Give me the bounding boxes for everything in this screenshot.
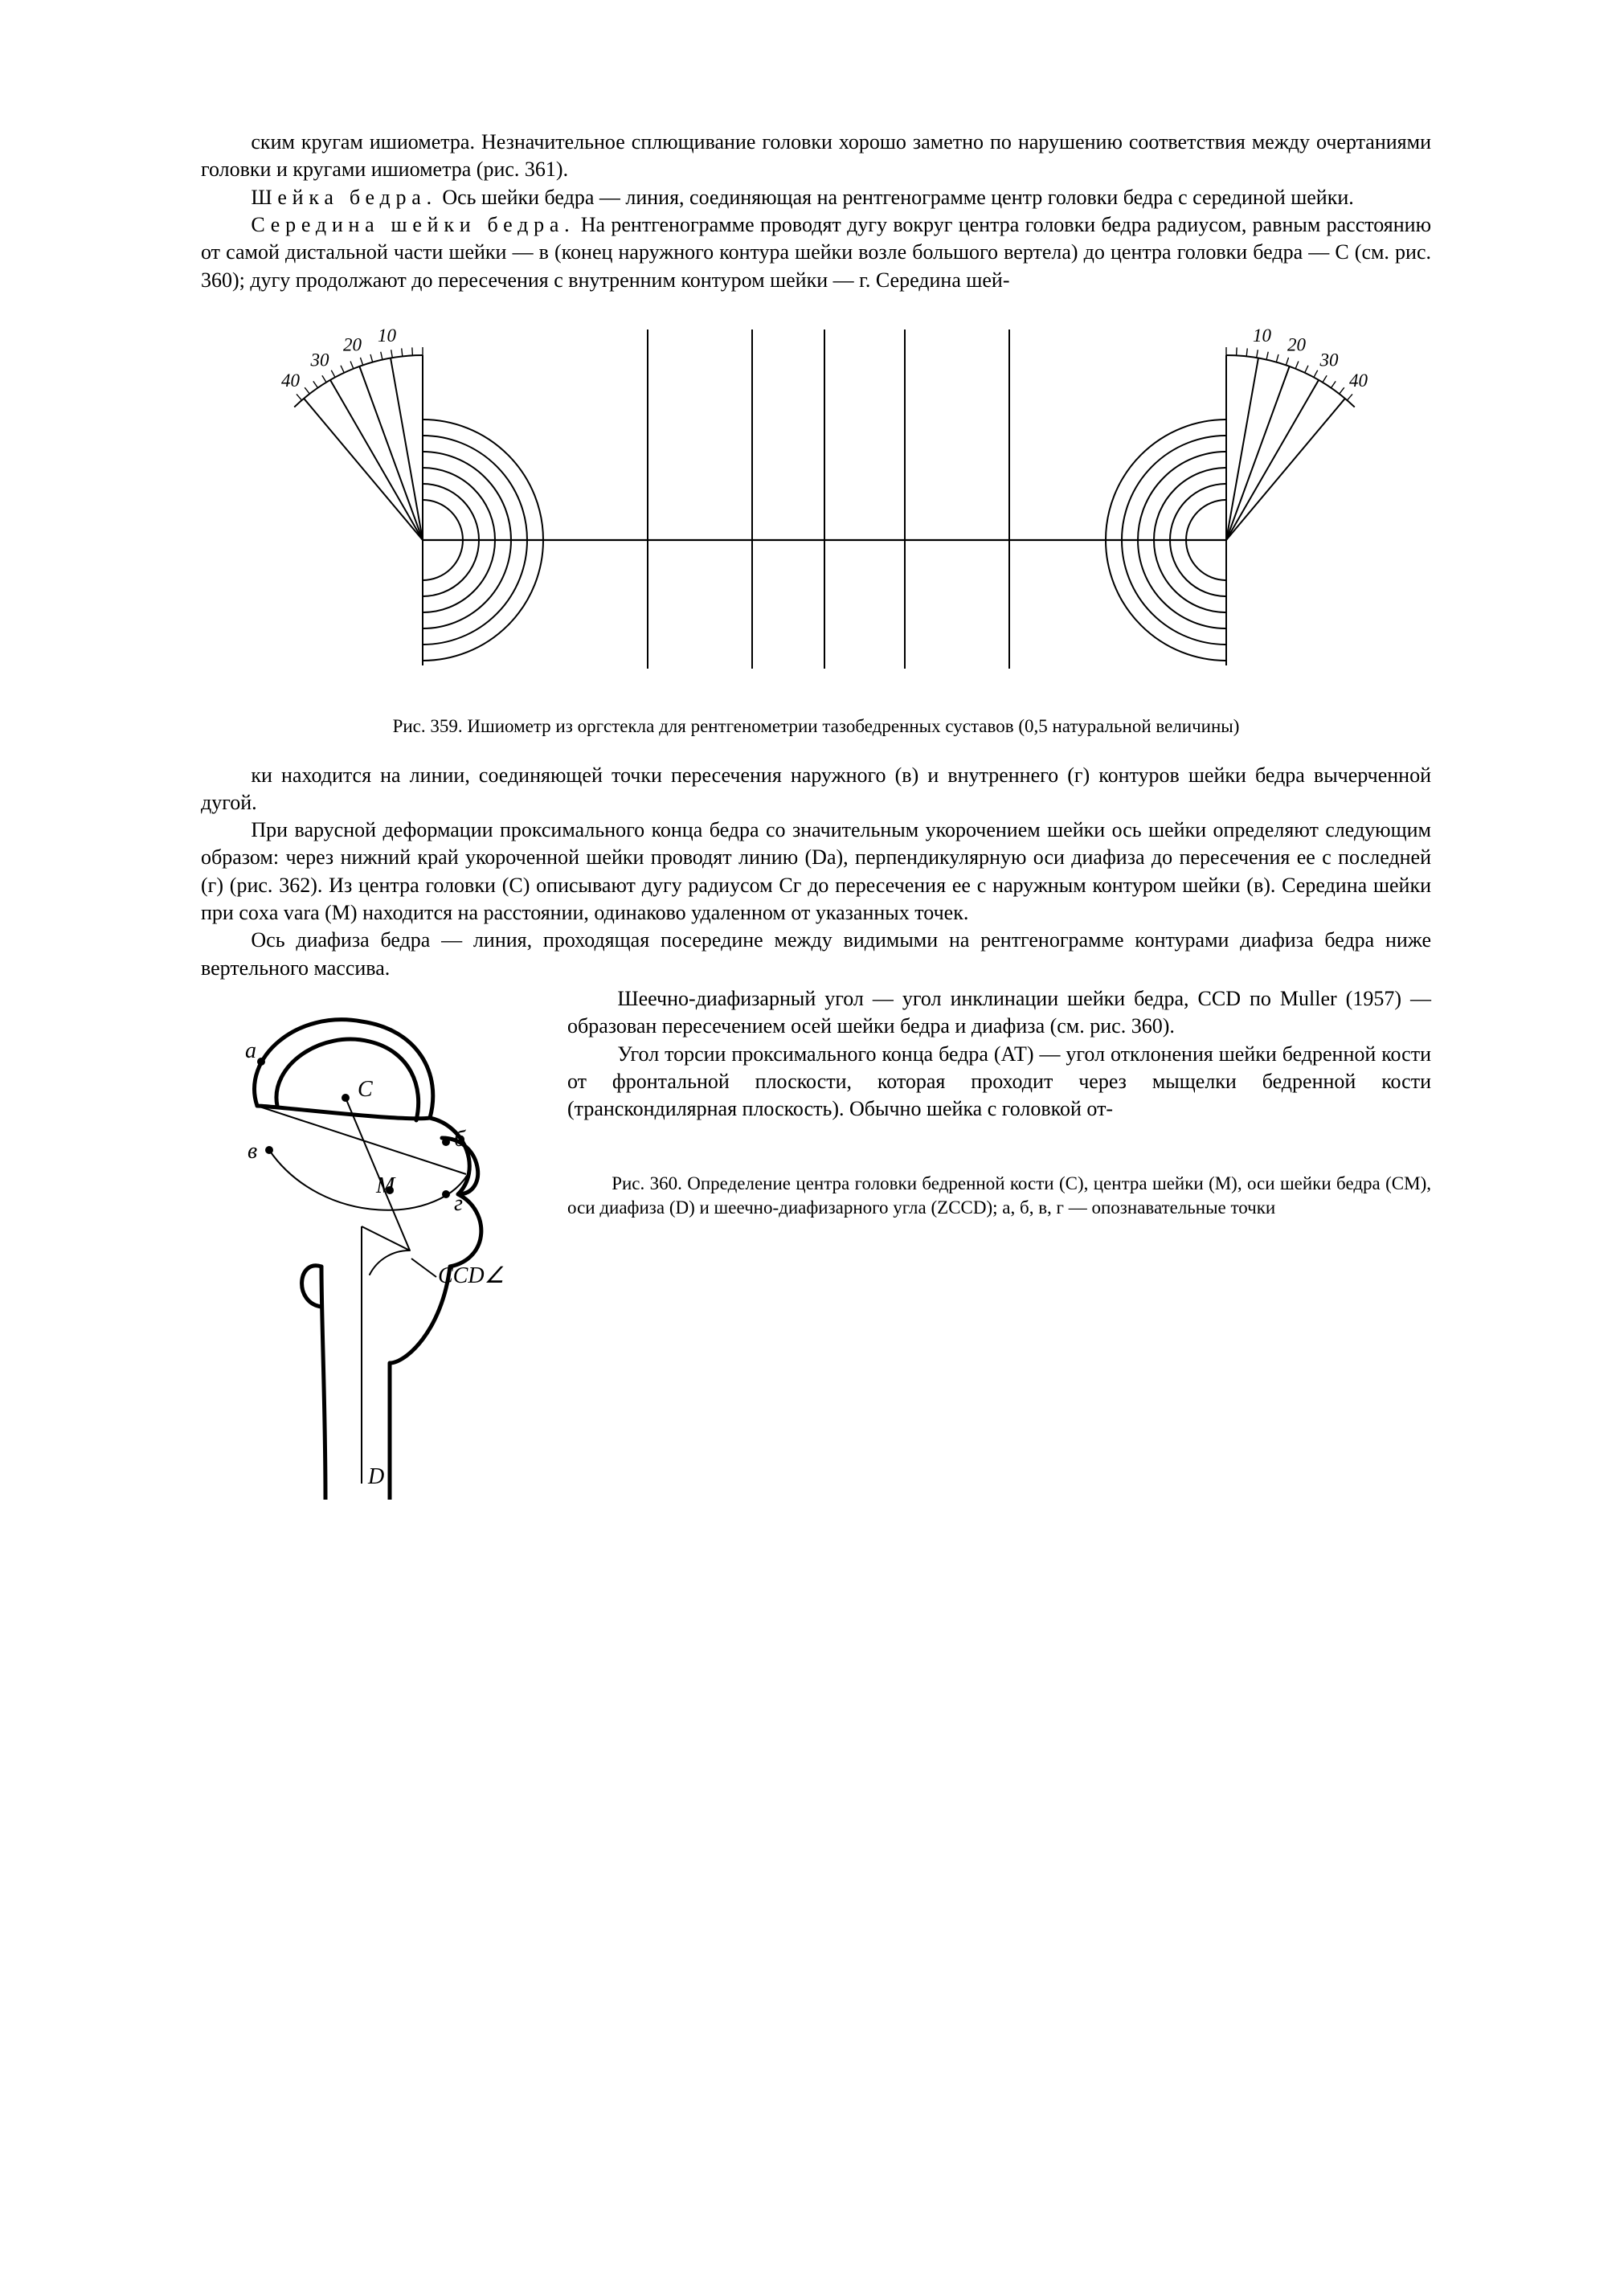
svg-text:20: 20 — [1287, 335, 1307, 355]
figure-360-caption: Рис. 360. Определение центра головки бед… — [567, 1172, 1431, 1221]
figure-359: 10 20 30 40 10 20 30 40 — [201, 323, 1431, 700]
paragraph-5: При варусной деформации проксимального к… — [201, 817, 1431, 927]
svg-text:CCD∠: CCD∠ — [438, 1263, 505, 1288]
figure-360: а б в г С М D CCD∠ — [201, 985, 546, 1507]
svg-text:10: 10 — [378, 325, 397, 346]
svg-text:в: в — [247, 1139, 257, 1164]
svg-text:б: б — [454, 1127, 466, 1152]
heading-mid-neck: Середина шейки бедра. — [251, 213, 575, 236]
paragraph-8: Угол торсии проксимального конца бедра (… — [567, 1041, 1431, 1124]
paragraph-1: ским кругам ишиометра. Незначительное сп… — [201, 129, 1431, 184]
figure-359-svg: 10 20 30 40 10 20 30 40 — [214, 323, 1419, 693]
svg-text:40: 40 — [1349, 370, 1368, 391]
paragraph-7: Шеечно-диафизарный угол — угол инклинаци… — [567, 985, 1431, 1041]
svg-text:10: 10 — [1252, 325, 1271, 346]
paragraph-2: Шейка бедра. Ось шейки бедра — линия, со… — [201, 184, 1431, 211]
svg-text:30: 30 — [1319, 350, 1339, 370]
figure-360-svg: а б в г С М D CCD∠ — [201, 985, 546, 1500]
paragraph-2-text: Ось шейки бедра — линия, соединяющая на … — [437, 186, 1354, 209]
svg-text:а: а — [245, 1038, 256, 1063]
svg-text:М: М — [375, 1173, 396, 1198]
svg-text:30: 30 — [309, 350, 329, 370]
svg-text:D: D — [367, 1464, 384, 1489]
heading-neck: Шейка бедра. — [251, 186, 436, 209]
svg-text:20: 20 — [342, 335, 362, 355]
svg-text:С: С — [358, 1077, 373, 1102]
svg-text:40: 40 — [280, 370, 300, 391]
paragraph-6: Ось диафиза бедра — линия, проходящая по… — [201, 927, 1431, 982]
svg-text:г: г — [454, 1191, 463, 1216]
paragraph-4: ки находится на линии, соединяющей точки… — [201, 762, 1431, 817]
figure-359-caption: Рис. 359. Ишиометр из оргстекла для рент… — [201, 714, 1431, 739]
paragraph-3: Середина шейки бедра. На рентгенограмме … — [201, 211, 1431, 294]
